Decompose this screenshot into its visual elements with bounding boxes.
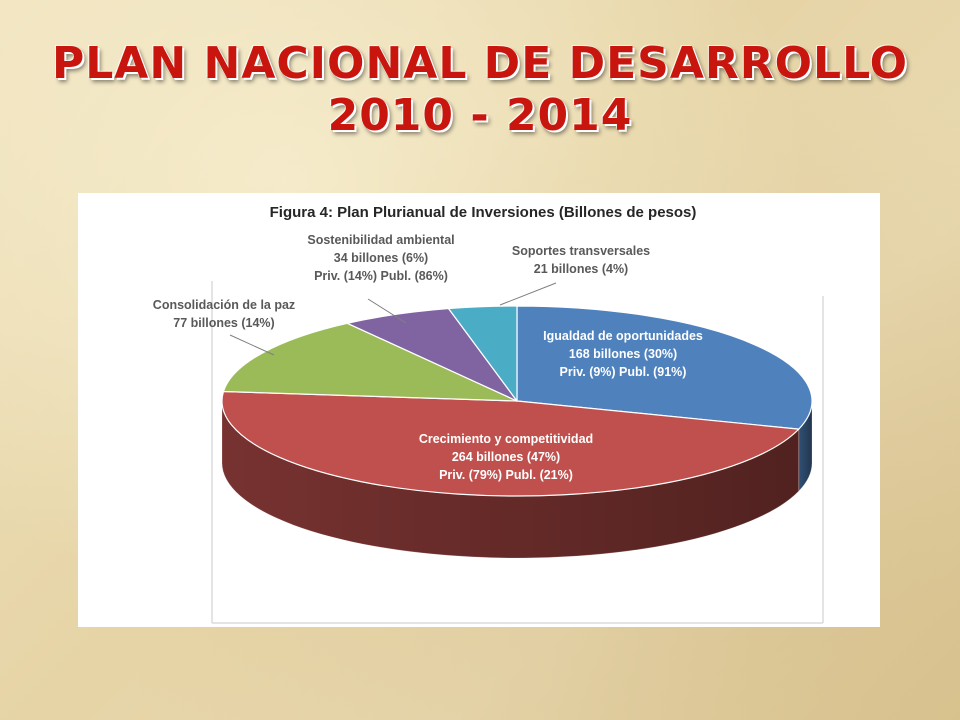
chart-title: Figura 4: Plan Plurianual de Inversiones… [270,204,697,221]
chart-panel: Figura 4: Plan Plurianual de Inversiones… [78,193,880,627]
slide-title-line2: 2010 - 2014 [327,90,633,141]
data-label-sostenibilidad-ambiental-line3: Priv. (14%) Publ. (86%) [314,269,448,283]
pie-slice-soportes-transversales [448,305,518,402]
pie-slice-crecimiento-y-competitividad [221,390,800,497]
pie-chart: Figura 4: Plan Plurianual de Inversiones… [153,204,824,624]
pie-slice-igualdad-de-oportunidades [516,305,813,430]
slide-title-line1: PLAN NACIONAL DE DESARROLLO [52,38,908,89]
data-label-sostenibilidad-ambiental-line1: Sostenibilidad ambiental [307,233,454,247]
leader-line-sostenibilidad-ambiental [367,298,407,324]
data-label-crecimiento-y-competitividad-line3: Priv. (79%) Publ. (21%) [439,468,573,482]
data-label-consolidacion-de-la-paz-line2: 77 billones (14%) [173,316,274,330]
data-label-soportes-transversales-line2: 21 billones (4%) [534,262,628,276]
slide-title: PLAN NACIONAL DE DESARROLLO 2010 - 2014 [0,38,960,142]
data-label-consolidacion-de-la-paz-line1: Consolidación de la paz [153,298,295,312]
data-label-igualdad-de-oportunidades-line1: Igualdad de oportunidades [543,329,703,343]
data-label-crecimiento-y-competitividad-line1: Crecimiento y competitividad [419,432,593,446]
data-label-igualdad-de-oportunidades-line3: Priv. (9%) Publ. (91%) [560,365,687,379]
pie-slice-consolidacion-de-la-paz [222,322,518,402]
leader-line-consolidacion-de-la-paz [229,334,275,356]
data-label-crecimiento-y-competitividad-line2: 264 billones (47%) [452,450,560,464]
data-label-soportes-transversales-line1: Soportes transversales [512,244,650,258]
data-label-sostenibilidad-ambiental-line2: 34 billones (6%) [334,251,428,265]
leader-line-soportes-transversales [499,282,557,306]
data-label-igualdad-de-oportunidades-line2: 168 billones (30%) [569,347,677,361]
